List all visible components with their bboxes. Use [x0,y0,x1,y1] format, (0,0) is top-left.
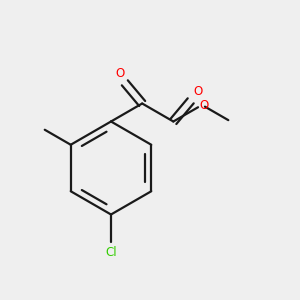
Text: O: O [194,85,203,98]
Text: O: O [200,99,209,112]
Text: Cl: Cl [105,246,117,259]
Text: O: O [116,67,125,80]
